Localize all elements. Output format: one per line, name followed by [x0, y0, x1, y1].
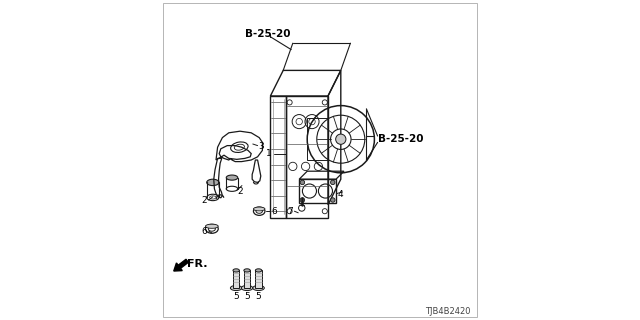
Ellipse shape — [207, 179, 219, 186]
Ellipse shape — [241, 285, 253, 291]
Circle shape — [330, 198, 335, 202]
Ellipse shape — [205, 224, 218, 228]
Text: 6: 6 — [271, 207, 277, 216]
Text: 1: 1 — [266, 149, 271, 158]
Circle shape — [300, 198, 305, 202]
Polygon shape — [244, 270, 250, 288]
Text: B-25-20: B-25-20 — [378, 134, 424, 144]
Polygon shape — [255, 270, 262, 288]
Circle shape — [335, 134, 346, 144]
Ellipse shape — [244, 269, 250, 272]
Text: TJB4B2420: TJB4B2420 — [425, 308, 470, 316]
Text: 5: 5 — [244, 292, 250, 301]
Text: 5: 5 — [256, 292, 261, 301]
Ellipse shape — [230, 285, 242, 291]
Ellipse shape — [233, 269, 239, 272]
Ellipse shape — [255, 269, 262, 272]
Text: FR.: FR. — [187, 259, 208, 269]
Text: 2: 2 — [238, 187, 243, 196]
Text: 4: 4 — [338, 190, 343, 199]
Ellipse shape — [227, 175, 238, 180]
Text: 2: 2 — [202, 196, 207, 205]
Text: 3: 3 — [259, 142, 264, 151]
Text: 5: 5 — [234, 292, 239, 301]
Text: 7: 7 — [287, 207, 292, 216]
Circle shape — [330, 180, 335, 185]
FancyArrow shape — [174, 259, 188, 271]
Polygon shape — [233, 270, 239, 288]
Ellipse shape — [253, 207, 265, 211]
Ellipse shape — [253, 285, 264, 291]
Text: 6: 6 — [202, 228, 207, 236]
Circle shape — [300, 180, 305, 185]
Text: B-25-20: B-25-20 — [245, 28, 291, 39]
